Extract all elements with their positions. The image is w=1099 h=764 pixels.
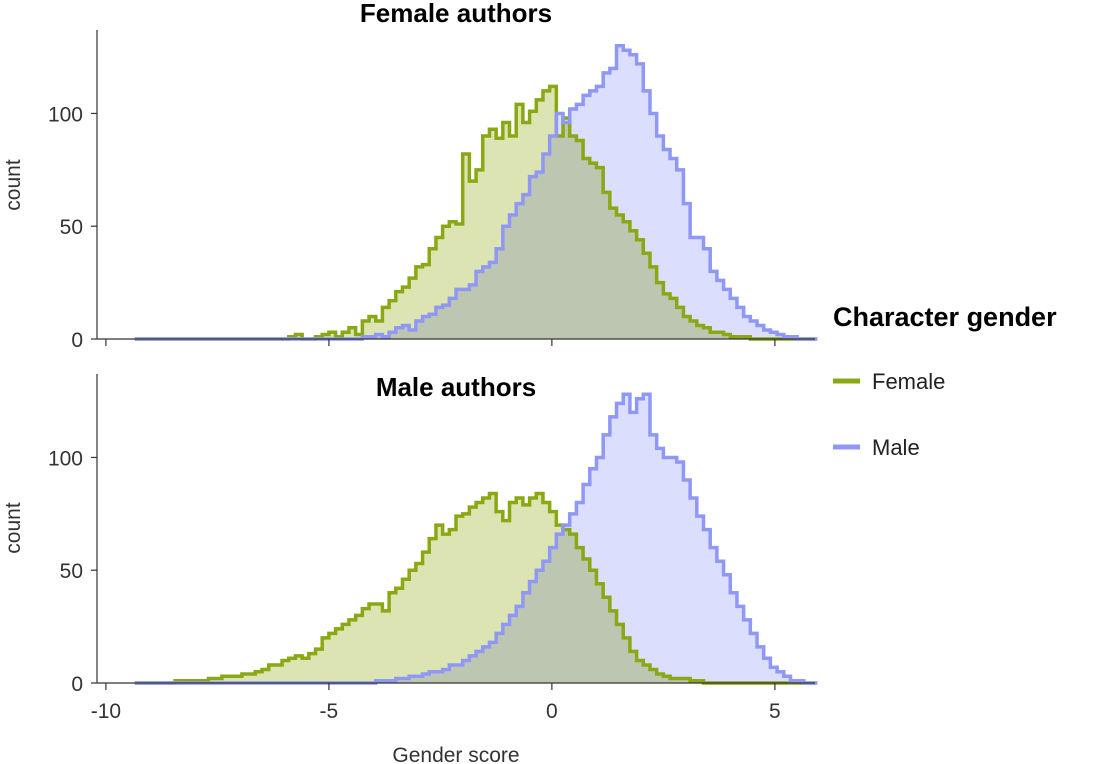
y-tick-label: 100 [48,447,83,470]
legend-label-male: Male [872,435,920,460]
y-tick-label: 0 [71,673,83,696]
panel-2: 0 50 100 -10 -5 0 5 Male authors [48,372,818,723]
x-tick-label: 5 [769,700,781,723]
x-tick-label: -5 [320,700,339,723]
y-tick-label: 50 [60,216,83,239]
histogram-fill-female-panel-2 [134,493,818,683]
histogram-fill-male-panel-2 [134,394,818,683]
y-axis-label-top: count [2,159,25,211]
panel-1: 0 50 100 Female authors [48,0,818,352]
panel-title: Female authors [360,0,552,28]
legend: Character gender Female Male [833,302,1057,460]
legend-label-female: Female [872,369,945,394]
x-tick-label: 0 [546,700,558,723]
y-tick-label: 100 [48,103,83,126]
y-tick-label: 0 [71,329,83,352]
y-tick-label: 50 [60,560,83,583]
x-tick-label: -10 [91,700,121,723]
histogram-line-female-panel-2 [134,491,818,685]
y-axis-label-bottom: count [2,502,25,554]
panel-title: Male authors [376,372,536,402]
legend-title: Character gender [833,302,1057,332]
histogram-fill-male-panel-1 [134,45,818,339]
x-axis-label: Gender score [392,744,519,764]
